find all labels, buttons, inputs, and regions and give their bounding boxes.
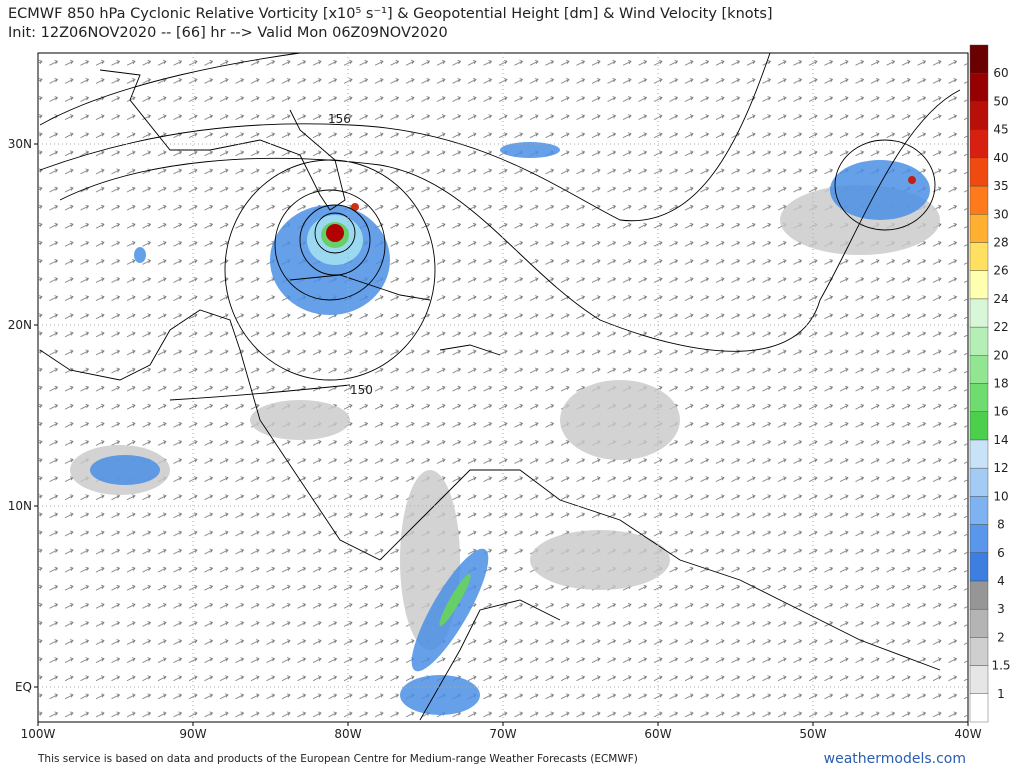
colorbar-label: 22	[993, 320, 1008, 334]
lat-label: EQ	[15, 680, 32, 694]
colorbar-swatch	[969, 242, 989, 271]
colorbar-swatch	[969, 496, 989, 525]
contour-label: 156	[328, 112, 351, 126]
colorbar-swatch	[969, 214, 989, 243]
colorbar: 1 1.5 2 3 4 6 8 10 12 14 16 18 20 22 24 26 28 30 35 40 45 50 6…	[969, 44, 1011, 723]
colorbar-label: 40	[993, 151, 1008, 165]
colorbar-swatch	[969, 298, 989, 328]
colorbar-swatch	[969, 157, 989, 187]
site-link[interactable]: weathermodels.com	[824, 751, 966, 767]
colorbar-label: 10	[993, 489, 1008, 503]
lon-label: 90W	[179, 727, 206, 741]
colorbar-swatch	[969, 411, 989, 441]
colorbar-label: 20	[993, 348, 1008, 362]
colorbar-label: 6	[997, 546, 1005, 560]
colorbar-swatch	[969, 101, 989, 130]
lat-label: 30N	[8, 137, 32, 151]
colorbar-label: 2	[997, 630, 1005, 644]
lon-label: 70W	[489, 727, 516, 741]
colorbar-label: 30	[993, 207, 1008, 221]
axes: 30N 20N 10N EQ 100W 90W 80W 70W 60W 50W 40W	[8, 137, 982, 741]
subtitle: Init: 12Z06NOV2020 -- [66] hr --> Valid …	[8, 25, 448, 41]
colorbar-label: 18	[993, 377, 1008, 391]
colorbar-label: 35	[993, 179, 1008, 193]
lat-label: 10N	[8, 499, 32, 513]
colorbar-swatch	[969, 185, 989, 215]
colorbar-label: 16	[993, 405, 1008, 419]
colorbar-label: 26	[993, 264, 1008, 278]
colorbar-label: 1	[997, 687, 1005, 701]
colorbar-label: 14	[993, 433, 1008, 447]
colorbar-label: 60	[993, 66, 1008, 80]
colorbar-swatch	[969, 524, 989, 553]
colorbar-label: 8	[997, 518, 1005, 532]
colorbar-swatch	[969, 693, 989, 723]
colorbar-swatch	[969, 637, 989, 666]
colorbar-label: 4	[997, 574, 1005, 588]
colorbar-label: 24	[993, 292, 1008, 306]
colorbar-swatch	[969, 73, 989, 102]
map: 156 150	[37, 52, 969, 723]
colorbar-swatch	[969, 580, 989, 610]
colorbar-swatch	[969, 383, 989, 412]
lon-label: 60W	[644, 727, 671, 741]
colorbar-swatch	[969, 355, 989, 384]
colorbar-swatch	[969, 608, 989, 638]
colorbar-label: 12	[993, 461, 1008, 475]
colorbar-label: 3	[997, 602, 1005, 616]
colorbar-swatch	[969, 665, 989, 694]
colorbar-label: 45	[993, 123, 1008, 137]
colorbar-swatch	[969, 467, 989, 497]
colorbar-swatch	[969, 129, 989, 159]
colorbar-swatch	[969, 326, 989, 356]
title: ECMWF 850 hPa Cyclonic Relative Vorticit…	[8, 6, 773, 22]
lat-label: 20N	[8, 318, 32, 332]
colorbar-swatch	[969, 439, 989, 469]
colorbar-swatch	[969, 44, 989, 74]
lon-label: 50W	[799, 727, 826, 741]
credit: This service is based on data and produc…	[37, 753, 638, 765]
colorbar-label: 28	[993, 235, 1008, 249]
lon-label: 80W	[334, 727, 361, 741]
colorbar-label: 50	[993, 94, 1008, 108]
lon-label: 40W	[954, 727, 981, 741]
colorbar-swatch	[969, 270, 989, 300]
colorbar-label: 1.5	[991, 659, 1010, 673]
lon-label: 100W	[21, 727, 56, 741]
contour-label: 150	[350, 383, 373, 397]
colorbar-swatch	[969, 552, 989, 582]
